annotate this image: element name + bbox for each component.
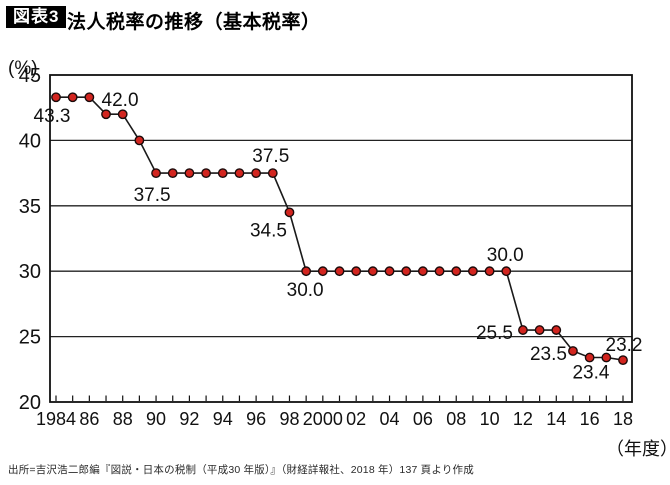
data-point-1991 xyxy=(167,168,178,179)
x-tick-label: 94 xyxy=(213,409,233,429)
data-point-2015 xyxy=(568,346,578,356)
data-point-2000 xyxy=(317,266,328,277)
data-point-1997 xyxy=(267,168,278,179)
data-point-1990 xyxy=(151,168,161,179)
data-point-2006 xyxy=(417,266,428,277)
x-tick-label: 88 xyxy=(113,409,133,429)
data-label: 34.5 xyxy=(250,220,287,241)
x-tick-label: 12 xyxy=(513,409,533,429)
data-point-2005 xyxy=(401,266,412,277)
data-point-2003 xyxy=(367,266,378,277)
x-tick-label: 14 xyxy=(546,409,566,429)
data-point-2009 xyxy=(468,266,478,277)
x-tick-label: 02 xyxy=(346,409,366,429)
x-tick-label: 18 xyxy=(613,409,633,429)
y-axis-unit-label: (%) xyxy=(8,58,38,79)
figure-number-badge: 図表3 xyxy=(6,6,67,28)
y-tick-label: 45 xyxy=(19,65,41,87)
data-point-1996 xyxy=(251,168,262,179)
data-point-2007 xyxy=(434,266,445,277)
x-tick-label: 1984 xyxy=(36,409,76,429)
data-point-1986 xyxy=(84,92,95,103)
x-tick-label: 10 xyxy=(480,409,500,429)
data-point-1993 xyxy=(201,168,211,179)
x-tick-label: 2000 xyxy=(303,409,343,429)
data-point-1998 xyxy=(284,207,295,218)
data-point-1995 xyxy=(234,168,245,179)
x-tick-label: 96 xyxy=(246,409,266,429)
data-point-1985 xyxy=(67,92,78,103)
x-tick-label: 16 xyxy=(580,409,600,429)
x-tick-label: 90 xyxy=(146,409,166,429)
data-point-2008 xyxy=(451,266,462,277)
source-note: 出所=吉沢浩二郎編『図説・日本の税制（平成30 年版）』（財経詳報社、2018 … xyxy=(8,464,474,476)
data-point-2002 xyxy=(351,266,362,277)
y-tick-label: 30 xyxy=(19,261,41,283)
data-point-1992 xyxy=(184,168,195,179)
data-point-1994 xyxy=(217,168,228,179)
x-tick-label: 86 xyxy=(79,409,99,429)
data-label: 30.0 xyxy=(487,245,524,266)
data-point-1988 xyxy=(117,109,128,120)
data-point-2001 xyxy=(334,266,345,277)
data-label: 37.5 xyxy=(252,146,289,167)
data-label: 30.0 xyxy=(287,280,324,301)
data-point-1987 xyxy=(101,109,111,120)
x-axis-unit-label: （年度） xyxy=(606,439,670,459)
data-point-1989 xyxy=(134,135,145,146)
data-point-2014 xyxy=(551,325,562,335)
data-label: 23.2 xyxy=(606,335,643,356)
data-point-1999 xyxy=(301,266,312,277)
data-label: 25.5 xyxy=(476,323,513,344)
x-tick-label: 08 xyxy=(446,409,466,429)
y-tick-label: 35 xyxy=(19,196,41,218)
data-label: 43.3 xyxy=(34,106,71,127)
y-tick-label: 40 xyxy=(19,130,41,152)
plot-frame xyxy=(49,74,633,403)
x-tick-label: 06 xyxy=(413,409,433,429)
data-label: 42.0 xyxy=(102,90,139,111)
x-tick-label: 92 xyxy=(179,409,199,429)
data-label: 23.5 xyxy=(530,344,567,365)
y-tick-label: 20 xyxy=(19,392,41,414)
data-point-2017 xyxy=(601,352,612,363)
data-point-2004 xyxy=(384,266,395,277)
x-tick-label: 04 xyxy=(380,409,400,429)
data-point-2013 xyxy=(534,325,545,335)
data-point-2012 xyxy=(518,325,528,335)
data-label: 37.5 xyxy=(134,185,171,206)
data-point-2011 xyxy=(501,266,512,277)
data-label: 23.4 xyxy=(572,363,609,384)
data-point-2018 xyxy=(618,355,628,366)
x-tick-label: 98 xyxy=(279,409,299,429)
data-point-2010 xyxy=(484,266,495,277)
y-tick-label: 25 xyxy=(19,327,41,349)
data-point-1984 xyxy=(51,92,61,103)
chart-title: 法人税率の推移（基本税率） xyxy=(67,12,321,33)
data-point-2016 xyxy=(584,352,595,363)
